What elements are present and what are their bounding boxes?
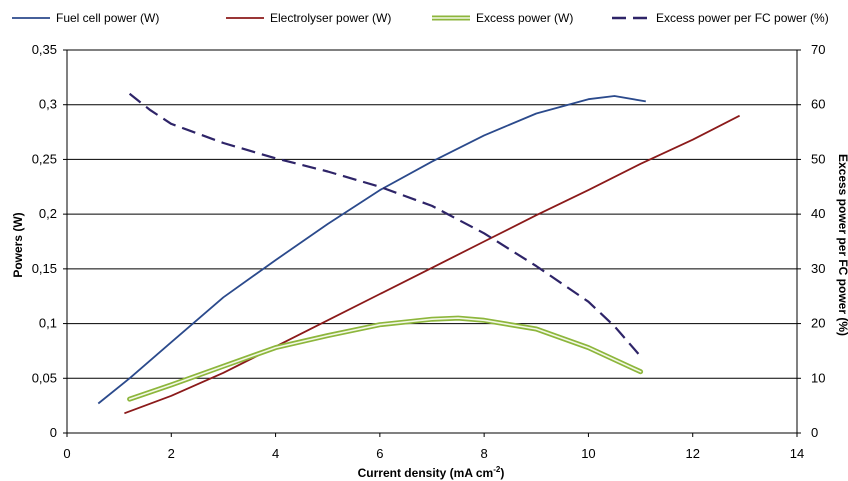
x-tick-label: 10 [581, 446, 595, 461]
y-tick-label: 0,1 [39, 316, 57, 331]
x-tick-label: 0 [63, 446, 70, 461]
y2-tick-label: 60 [811, 97, 825, 112]
y-tick-label: 0,3 [39, 97, 57, 112]
y-tick-label: 0,15 [32, 261, 57, 276]
y2-axis-title: Excess power per FC power (%) [836, 154, 848, 336]
legend-label: Excess power (W) [476, 11, 573, 25]
legend-label: Fuel cell power (W) [56, 11, 159, 25]
axes [63, 49, 801, 437]
x-tick-label: 14 [790, 446, 804, 461]
series-2-line-outer [127, 315, 644, 402]
x-axis-title-base: Current density (mA cm [358, 466, 494, 480]
gridlines [67, 49, 797, 379]
y-tick-label: 0,25 [32, 151, 57, 166]
series-0-line [97, 95, 646, 405]
x-tick-label: 4 [272, 446, 279, 461]
series-3-line [128, 92, 642, 358]
legend-label: Electrolyser power (W) [270, 11, 391, 25]
x-tick-label: 6 [376, 446, 383, 461]
x-tick-label: 8 [481, 446, 488, 461]
y2-tick-label: 70 [811, 42, 825, 57]
series-1-line [124, 114, 741, 415]
x-axis-title: Current density (mA cm-2) [358, 465, 505, 480]
y-tick-label: 0 [50, 425, 57, 440]
series-layer [97, 92, 741, 415]
legend: Fuel cell power (W) Electrolyser power (W… [12, 11, 829, 25]
y2-tick-label: 10 [811, 370, 825, 385]
tick-labels: 0 2 4 6 8 10 12 14 0 0,05 0,1 0,15 0,2 0,25 0,3 0,35 0 10… [32, 42, 826, 461]
y-tick-label: 0,35 [32, 42, 57, 57]
x-axis-title-sup: -2 [493, 465, 501, 474]
y2-tick-label: 50 [811, 151, 825, 166]
x-tick-label: 2 [168, 446, 175, 461]
x-tick-label: 12 [685, 446, 699, 461]
x-axis-title-tail: ) [500, 466, 504, 480]
y-tick-label: 0,05 [32, 370, 57, 385]
y2-tick-label: 20 [811, 316, 825, 331]
y2-tick-label: 30 [811, 261, 825, 276]
series-2-line-inner [128, 317, 642, 400]
y-tick-label: 0,2 [39, 206, 57, 221]
y2-tick-label: 40 [811, 206, 825, 221]
y-axis-title: Powers (W) [11, 212, 25, 277]
y2-tick-label: 0 [811, 425, 818, 440]
legend-label: Excess power per FC power (%) [656, 11, 829, 25]
